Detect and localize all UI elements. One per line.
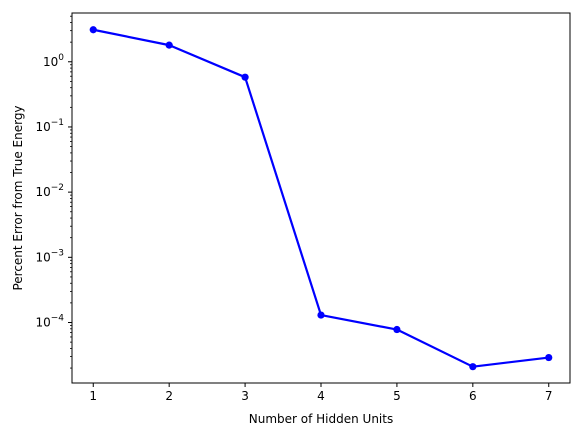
data-point — [393, 325, 401, 334]
x-tick-label: 6 — [469, 389, 477, 403]
plot-frame — [71, 12, 571, 384]
y-tick-label: 100 — [43, 53, 64, 69]
y-tick-label: 10−1 — [35, 118, 64, 134]
tick-layer: 1 2 3 4 5 6 7 100 10−1 10−2 10−3 10−4 — [35, 15, 553, 403]
x-tick-label: 7 — [545, 389, 553, 403]
x-tick-label: 2 — [165, 389, 173, 403]
y-tick-label: 10−2 — [35, 183, 64, 199]
data-point — [317, 311, 325, 319]
series-layer — [89, 26, 553, 371]
y-axis-label: Percent Error from True Energy — [11, 105, 25, 290]
x-tick-label: 3 — [241, 389, 249, 403]
x-axis-label: Number of Hidden Units — [249, 412, 393, 426]
x-tick-label: 1 — [89, 389, 97, 403]
y-tick-label: 10−4 — [35, 314, 64, 330]
y-tick-label: 10−3 — [35, 248, 64, 264]
data-point — [469, 363, 477, 371]
x-tick-label: 4 — [317, 389, 325, 403]
data-point — [165, 41, 173, 49]
x-tick-label: 5 — [393, 389, 401, 403]
data-point — [89, 26, 97, 34]
data-point — [545, 353, 553, 362]
data-point — [241, 73, 249, 81]
